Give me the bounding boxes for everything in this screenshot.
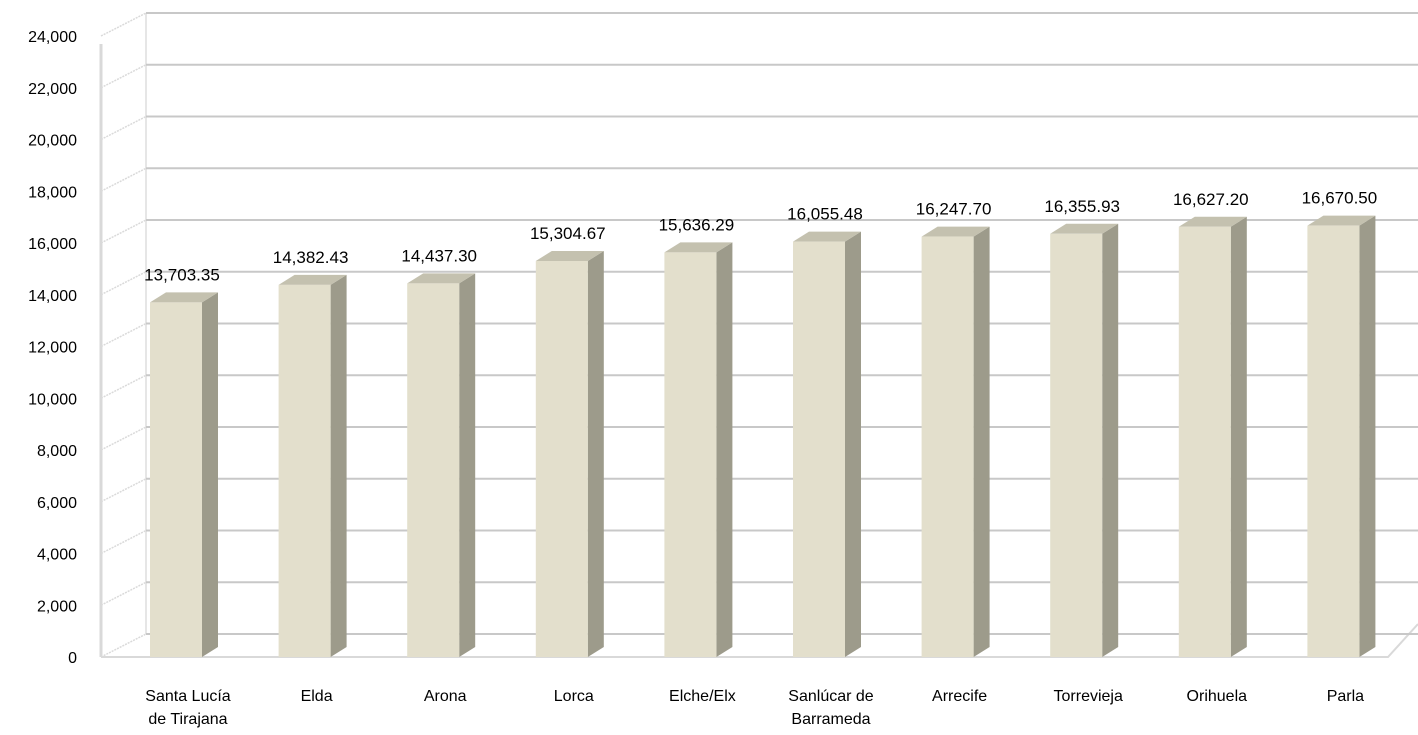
side-gridline — [100, 322, 147, 348]
bar-top — [150, 292, 218, 303]
data-label: 15,636.29 — [659, 215, 735, 234]
bar-top — [1307, 215, 1376, 226]
side-gridline — [100, 271, 147, 296]
bar-top — [278, 274, 347, 285]
data-label: 16,627.20 — [1173, 190, 1249, 209]
side-gridline — [100, 478, 147, 503]
data-labels: 13,703.35 14,382.43 14,437.30 15,304.67 15,6… — [144, 189, 1377, 285]
x-axis: Santa Lucía de Tirajana Elda Arona Lorca Elch… — [145, 688, 1364, 728]
side-gridline — [100, 529, 147, 555]
bar — [150, 292, 218, 657]
data-label: 16,355.93 — [1044, 197, 1120, 216]
data-label: 14,437.30 — [401, 246, 477, 265]
bar-front — [1178, 226, 1231, 658]
y-tick-label: 20,000 — [28, 133, 77, 150]
bar-top — [407, 273, 476, 284]
y-tick-label: 22,000 — [28, 81, 77, 98]
x-tick-label: Sanlúcar de Barrameda — [788, 688, 873, 728]
y-tick-label: 0 — [68, 650, 77, 667]
bar-side — [1359, 215, 1376, 657]
x-tick-label: Elche/Elx — [669, 688, 736, 705]
bar-front — [921, 236, 974, 657]
bar — [793, 231, 861, 657]
x-tick-label: Parla — [1327, 688, 1364, 705]
bar-front — [1307, 225, 1360, 657]
y-tick-label: 8,000 — [37, 443, 77, 460]
bar-front — [664, 252, 717, 657]
bar — [921, 226, 990, 657]
data-label: 13,703.35 — [144, 265, 220, 284]
bar — [1050, 223, 1119, 657]
side-gridline — [100, 581, 147, 606]
bar-side — [973, 226, 990, 657]
bar-side — [202, 292, 218, 657]
bar-front — [278, 284, 331, 657]
bar-top — [664, 242, 733, 253]
data-label: 16,670.50 — [1302, 189, 1378, 208]
bar-top — [1050, 223, 1119, 234]
side-gridline — [100, 115, 147, 141]
side-gridline — [100, 64, 147, 89]
bar — [407, 273, 476, 657]
data-label: 14,382.43 — [273, 248, 349, 267]
y-tick-label: 14,000 — [28, 288, 77, 305]
bar-side — [716, 242, 733, 657]
y-tick-label: 4,000 — [37, 547, 77, 564]
bar-front — [150, 302, 202, 657]
bar — [535, 250, 604, 657]
bar-top — [921, 226, 990, 237]
side-gridline — [100, 167, 147, 192]
side-gridline — [100, 12, 147, 37]
y-tick-label: 12,000 — [28, 340, 77, 357]
bar-side — [587, 250, 604, 657]
bar-top — [535, 250, 604, 261]
x-tick-label: Orihuela — [1187, 688, 1248, 705]
bar-side — [1102, 223, 1119, 657]
x-tick-label: Elda — [301, 688, 333, 705]
bar-top — [1178, 216, 1247, 227]
x-tick-label: Arrecife — [932, 688, 987, 705]
y-tick-label: 16,000 — [28, 236, 77, 253]
y-tick-label: 6,000 — [37, 495, 77, 512]
bar-top — [793, 231, 861, 242]
bar-front — [535, 260, 588, 657]
bar-front — [1050, 233, 1103, 657]
x-tick-label: Torrevieja — [1054, 688, 1123, 705]
bar-front — [407, 283, 460, 657]
bar — [278, 274, 347, 657]
bar-side — [845, 231, 861, 657]
data-label: 16,247.70 — [916, 200, 992, 219]
bar-front — [793, 241, 845, 657]
bar — [664, 242, 733, 657]
x-tick-label: Lorca — [554, 688, 594, 705]
bar — [1178, 216, 1247, 658]
y-axis: 0 2,000 4,000 6,000 8,000 10,000 12,000 14,000 1… — [28, 29, 77, 667]
y-tick-label: 10,000 — [28, 391, 77, 408]
x-tick-label: Arona — [424, 688, 467, 705]
y-tick-label: 18,000 — [28, 184, 77, 201]
bar-side — [459, 273, 476, 657]
bars — [150, 215, 1376, 658]
side-gridline — [100, 426, 147, 451]
side-gridline — [100, 219, 147, 244]
bar — [1307, 215, 1376, 657]
y-tick-label: 24,000 — [28, 29, 77, 46]
bar-side — [1230, 216, 1247, 658]
side-gridline — [100, 633, 147, 658]
y-tick-label: 2,000 — [37, 598, 77, 615]
side-gridline — [100, 374, 147, 399]
data-label: 15,304.67 — [530, 224, 606, 243]
bar-side — [330, 274, 347, 657]
x-tick-label: Santa Lucía de Tirajana — [145, 688, 231, 728]
data-label: 16,055.48 — [787, 205, 863, 224]
